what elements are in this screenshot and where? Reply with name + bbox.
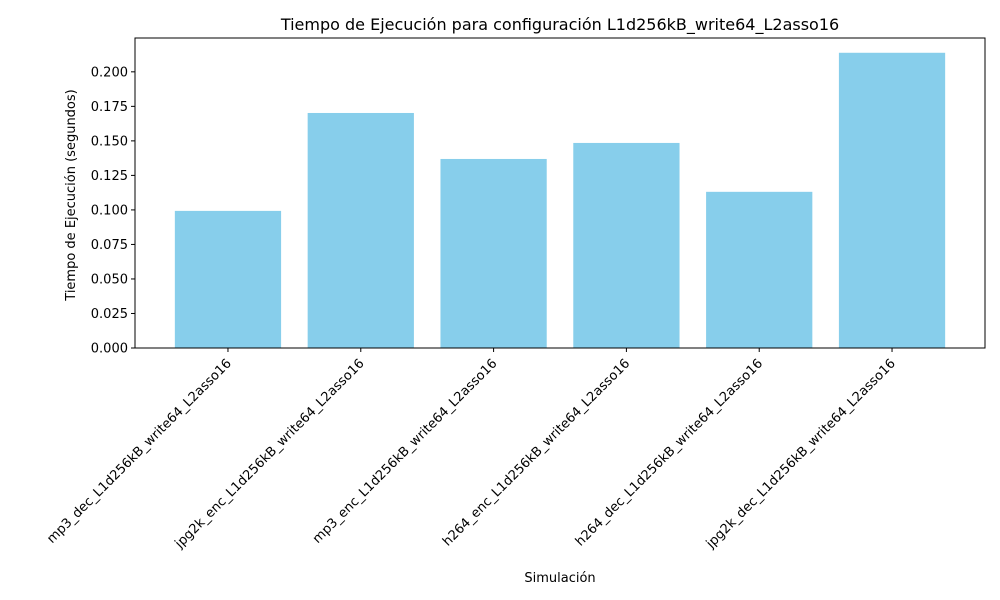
y-tick-label: 0.075 xyxy=(91,238,128,253)
y-axis-ticks: 0.000 0.025 0.050 0.075 0.100 0.125 0.150 0.175… xyxy=(91,65,135,357)
y-tick-label: 0.100 xyxy=(91,203,128,218)
y-tick-label: 0.025 xyxy=(91,307,128,322)
bar-1 xyxy=(307,112,414,349)
y-tick-label: 0.050 xyxy=(91,272,128,287)
y-tick-label: 0.150 xyxy=(91,134,128,149)
plot-frame xyxy=(134,37,986,349)
chart-title: Tiempo de Ejecución para configuración L… xyxy=(280,15,839,35)
bar-0 xyxy=(174,210,282,348)
bar-2 xyxy=(440,158,547,348)
bar-3 xyxy=(573,142,680,348)
y-tick-label: 0.175 xyxy=(91,100,128,115)
bar-5 xyxy=(838,52,946,348)
bars-layer xyxy=(174,52,946,349)
y-tick-label: 0.125 xyxy=(91,169,128,184)
y-tick-label: 0.000 xyxy=(91,342,128,357)
x-axis-ticks: mp3_dec_L1d256kB_write64_L2asso16jpg2k_e… xyxy=(44,348,899,552)
x-axis-title: Simulación xyxy=(524,571,595,586)
y-tick-label: 0.200 xyxy=(91,65,128,80)
y-axis-title: Tiempo de Ejecución (segundos) xyxy=(64,89,79,301)
bar-4 xyxy=(706,191,813,348)
